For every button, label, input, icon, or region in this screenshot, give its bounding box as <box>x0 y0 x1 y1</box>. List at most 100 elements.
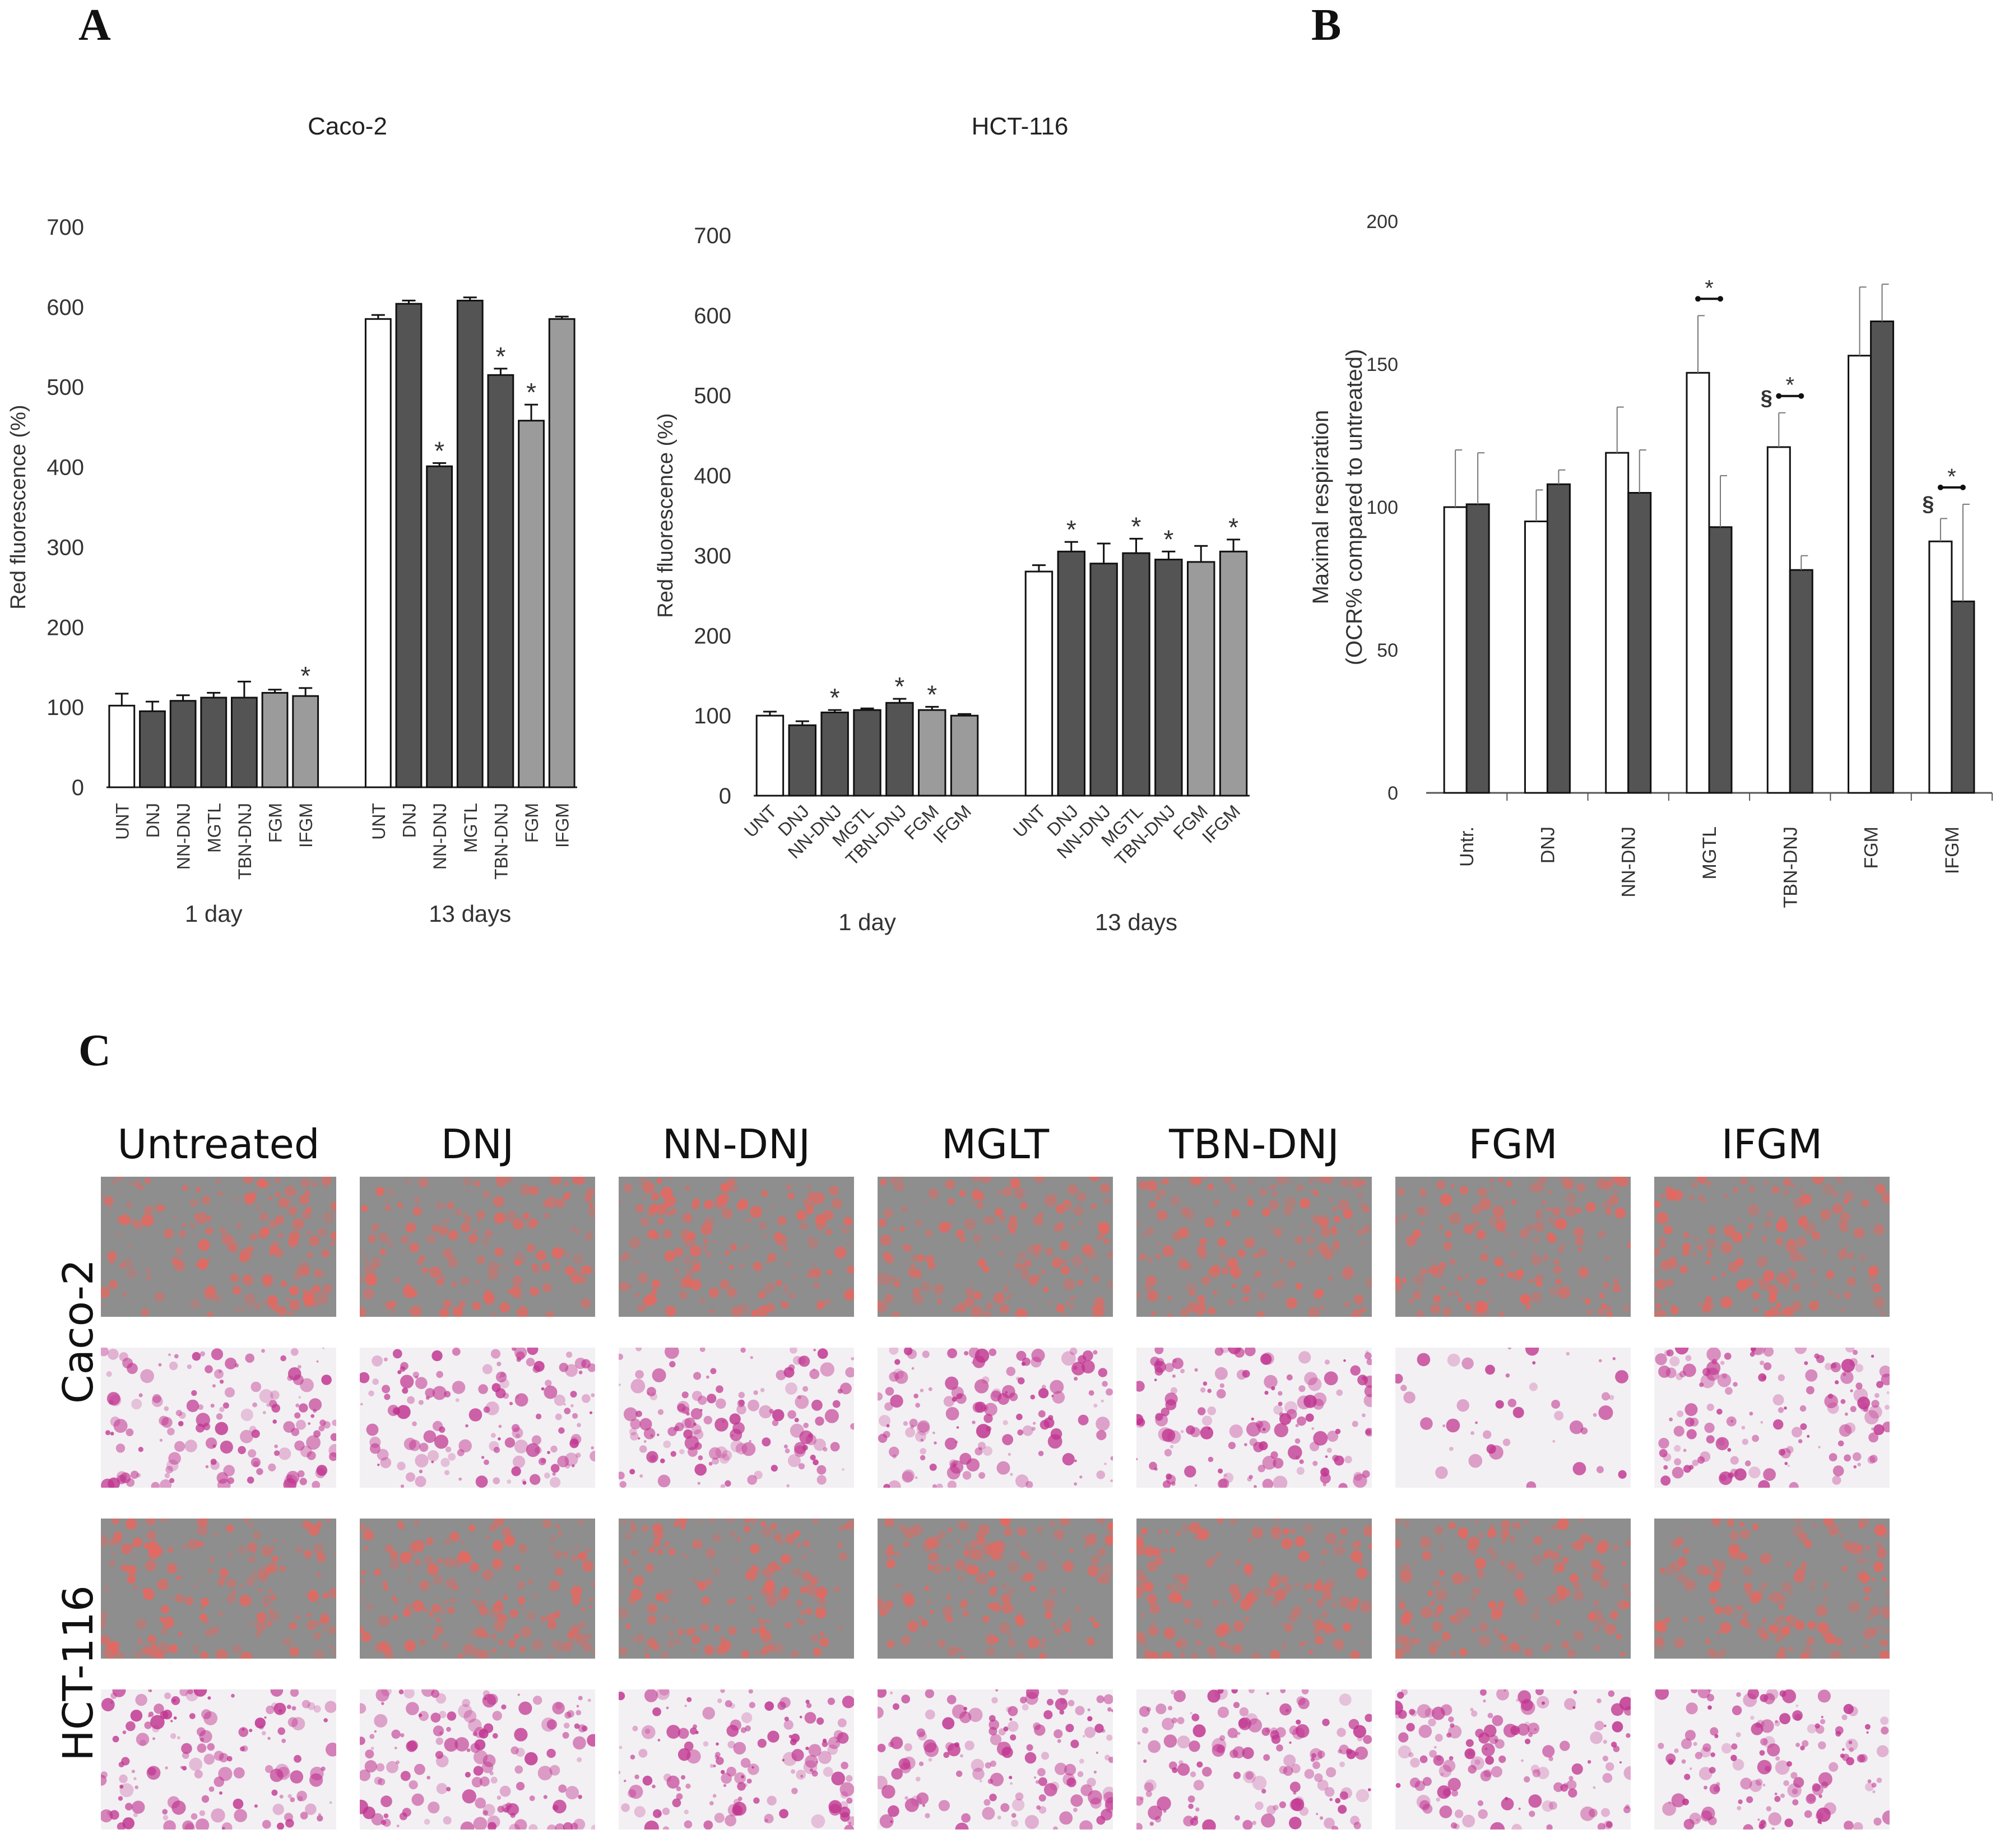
red-fluorescence-micrograph <box>1136 1519 1372 1659</box>
caco2-xtick: UNT <box>369 803 389 840</box>
stained-micrograph <box>1136 1689 1372 1830</box>
ocr-category-label: Untr. <box>1456 827 1478 867</box>
caco2-xtick: NN-DNJ <box>430 803 450 870</box>
caco2-xtick: IFGM <box>553 803 573 848</box>
red-fluorescence-micrograph <box>360 1519 595 1659</box>
ocr-section-mark: § <box>1922 492 1934 516</box>
caco2-ytick: 700 <box>47 215 84 240</box>
ocr-bar <box>1789 569 1813 794</box>
stained-micrograph <box>1395 1689 1631 1830</box>
caco2-title: Caco-2 <box>308 113 387 140</box>
ocr-ytick: 100 <box>1366 497 1398 518</box>
stained-micrograph <box>1654 1689 1890 1830</box>
caco2-ytick: 200 <box>47 615 84 640</box>
caco2-bar <box>261 691 289 788</box>
hct116-sig-star: * <box>927 680 937 709</box>
stained-micrograph <box>360 1689 595 1830</box>
hct116-title: HCT-116 <box>972 113 1069 140</box>
stained-micrograph <box>619 1689 854 1830</box>
ocr-category-label: TBN-DNJ <box>1780 827 1801 908</box>
ocr-category-label: FGM <box>1861 827 1882 869</box>
caco2-xtick: FGM <box>522 803 542 843</box>
red-fluorescence-micrograph <box>1395 1519 1631 1659</box>
hct116-group-label: 1 day <box>838 909 896 935</box>
ocr-category-label: DNJ <box>1537 827 1558 863</box>
panel-c-column-header: MGLT <box>941 1121 1050 1168</box>
panel-c-column-headers: Untreated DNJ NN-DNJ MGLT TBN-DNJ FGM IFGM <box>101 1121 1916 1177</box>
red-fluorescence-micrograph <box>1395 1177 1631 1317</box>
ocr-ylabel-line1: Maximal respiration <box>1308 410 1333 605</box>
hct116-bar <box>820 711 849 797</box>
hct116-sig-star: * <box>1066 515 1076 544</box>
panel-c-label: C <box>78 1026 111 1075</box>
caco2-ytick: 400 <box>47 456 84 480</box>
panel-c-column-header: Untreated <box>117 1121 320 1168</box>
hct116-bar <box>950 714 979 797</box>
caco2-group-label: 1 day <box>185 900 243 927</box>
panel-c-column-header: TBN-DNJ <box>1169 1121 1339 1168</box>
caco2-bar <box>169 700 197 788</box>
hct116-sig-star: * <box>894 672 904 701</box>
caco2-group-label: 13 days <box>429 900 511 927</box>
caco2-ytick: 600 <box>47 295 84 320</box>
ocr-sig-star: * <box>1785 373 1794 398</box>
stained-micrograph <box>878 1348 1113 1488</box>
hct116-bar <box>1219 550 1248 797</box>
hct116-xtick: UNT <box>1009 801 1050 841</box>
caco2-bar <box>395 303 423 788</box>
ocr-sig-bracket-end <box>1718 296 1723 302</box>
caco2-ytick: 500 <box>47 375 84 400</box>
hct116-xtick: IFGM <box>929 801 975 847</box>
red-fluorescence-micrograph <box>1136 1177 1372 1317</box>
ocr-sig-bracket-end <box>1798 393 1804 399</box>
ocr-ytick: 0 <box>1387 783 1398 804</box>
hct116-bar <box>885 702 914 797</box>
ocr-ylabel-line2: (OCR% compared to untreated) <box>1342 349 1367 666</box>
caco2-bar <box>200 697 228 788</box>
ocr-ytick: 150 <box>1366 354 1398 375</box>
panel-a-label: A <box>78 1 111 50</box>
red-fluorescence-micrograph <box>1654 1177 1890 1317</box>
red-fluorescence-micrograph <box>878 1519 1113 1659</box>
hct116-bar <box>1024 570 1054 797</box>
ocr-sig-bracket-end <box>1937 484 1943 490</box>
caco2-bar <box>292 695 319 788</box>
panel-c-column-header: NN-DNJ <box>662 1121 811 1168</box>
caco2-ylabel: Red fluorescence (%) <box>7 405 30 609</box>
caco2-xtick: TBN-DNJ <box>491 803 511 880</box>
hct116-sig-star: * <box>830 683 840 712</box>
ocr-bar <box>1708 526 1733 794</box>
caco2-sig-star: * <box>526 378 536 407</box>
hct116-bar <box>917 709 946 797</box>
ocr-bar <box>1686 372 1710 794</box>
figure-charts: Caco-2 0 100 200 300 400 500 600 700 Red fluoresc… <box>7 113 1993 935</box>
ocr-bar <box>1928 540 1953 794</box>
ocr-bar <box>1951 600 1975 794</box>
caco2-xtick: UNT <box>112 803 132 840</box>
hct116-ytick: 500 <box>694 384 731 408</box>
hct116-group-label: 13 days <box>1095 909 1177 935</box>
ocr-bar <box>1465 503 1490 794</box>
caco2-xtick: MGTL <box>461 803 481 853</box>
ocr-ytick: 200 <box>1366 211 1398 233</box>
hct116-ytick: 300 <box>694 544 731 568</box>
caco2-bar <box>364 318 392 788</box>
caco2-bar <box>518 420 545 788</box>
ocr-bar <box>1766 446 1791 794</box>
hct116-bar <box>1057 550 1086 797</box>
caco2-xtick: FGM <box>266 803 286 843</box>
ocr-bar <box>1848 355 1872 794</box>
ocr-category-label: MGTL <box>1699 827 1720 879</box>
caco2-xtick: MGTL <box>204 803 224 853</box>
hct116-ytick: 400 <box>694 464 731 489</box>
caco2-sig-star: * <box>434 436 444 465</box>
ocr-sig-star: * <box>1705 276 1714 300</box>
stained-micrograph <box>101 1348 336 1488</box>
panel-c-row-label: Caco-2 <box>54 1259 103 1404</box>
caco2-bar <box>487 374 514 788</box>
caco2-bar <box>456 299 484 788</box>
hct116-ytick: 700 <box>694 224 731 248</box>
hct116-xtick: UNT <box>740 801 781 841</box>
stained-micrograph <box>1136 1348 1372 1488</box>
panel-c-row-label: HCT-116 <box>54 1585 103 1761</box>
